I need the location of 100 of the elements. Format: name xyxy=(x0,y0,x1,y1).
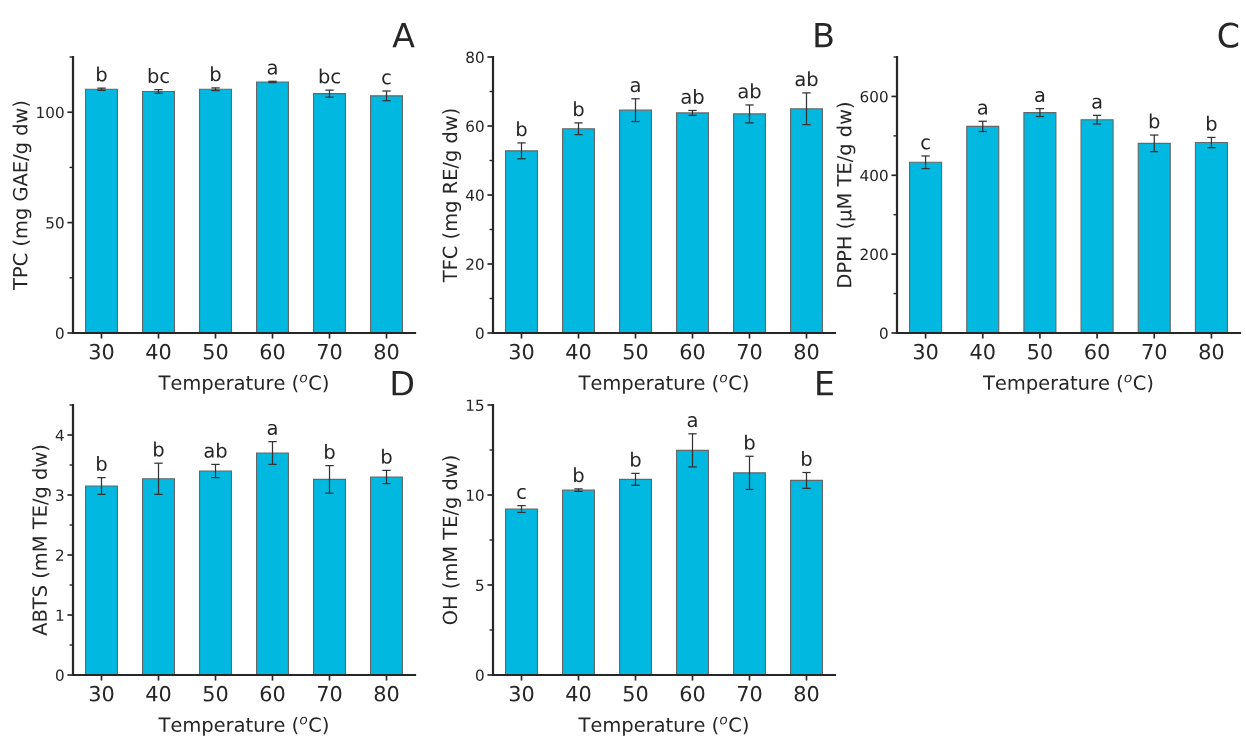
x-tick-label: 50 xyxy=(203,343,228,360)
annotation: b xyxy=(1149,113,1160,129)
annotation: b xyxy=(802,450,812,466)
x-tick-label: 70 xyxy=(737,685,762,702)
annotation: b xyxy=(631,451,641,467)
x-axis-title: Temperature ($^{o}$C) xyxy=(158,374,328,394)
bar xyxy=(789,479,824,675)
x-axis-title: Temperature ($^{o}$C) xyxy=(578,716,748,736)
annotation: c xyxy=(382,73,391,85)
annotation: b xyxy=(154,441,164,457)
x-tick-label: 70 xyxy=(317,685,342,702)
bar xyxy=(369,476,404,675)
x-tick-label: 70 xyxy=(737,343,762,360)
x-tick-label: 60 xyxy=(260,685,285,702)
x-tick-label: 30 xyxy=(509,685,534,702)
y-tick-label: 600 xyxy=(860,90,888,103)
bar xyxy=(1080,119,1114,333)
bar xyxy=(312,478,347,675)
x-tick-label: 40 xyxy=(566,343,591,360)
annotation: ab xyxy=(738,83,761,99)
y-tick-label: 100 xyxy=(37,106,64,119)
x-tick-label: 50 xyxy=(623,343,648,360)
y-axis-title: ABTS (mM TE/g dw) xyxy=(31,445,51,636)
x-tick-label: 70 xyxy=(1142,343,1167,360)
x-tick-label: 60 xyxy=(1085,343,1109,360)
x-tick-label: 80 xyxy=(374,343,399,360)
annotation: ab xyxy=(681,88,704,104)
annotation: b xyxy=(517,121,527,137)
y-tick-label: 0 xyxy=(55,327,64,340)
x-tick-label: 80 xyxy=(374,685,399,702)
chart-title: A xyxy=(392,23,415,48)
annotation: b xyxy=(211,66,221,82)
x-tick-label: 40 xyxy=(970,343,995,360)
x-tick-label: 60 xyxy=(680,685,705,702)
y-axis-title: TPC (mg GAE/g dw) xyxy=(12,101,32,291)
annotation: b xyxy=(97,66,107,82)
annotation: c xyxy=(517,487,526,500)
bar xyxy=(675,112,710,333)
bar xyxy=(732,113,767,333)
chart-title: D xyxy=(392,371,414,396)
annotation: ab xyxy=(204,442,227,458)
x-tick-label: 30 xyxy=(89,685,114,702)
y-tick-label: 10 xyxy=(466,489,484,502)
annotation: c xyxy=(921,138,930,150)
annotation: a xyxy=(267,423,277,436)
annotation: a xyxy=(687,416,697,428)
y-tick-label: 0 xyxy=(55,669,64,682)
bar xyxy=(789,108,824,333)
y-tick-label: 2 xyxy=(56,549,64,561)
y-tick-label: 400 xyxy=(860,169,888,182)
bar xyxy=(618,478,653,675)
bar xyxy=(1137,142,1171,333)
x-tick-label: 80 xyxy=(1199,343,1224,360)
bar xyxy=(504,150,539,333)
bar xyxy=(1194,142,1228,333)
x-tick-label: 40 xyxy=(146,343,171,360)
bar xyxy=(732,472,767,675)
x-tick-label: 60 xyxy=(260,343,285,360)
y-axis-title: OH (mM TE/g dw) xyxy=(442,456,462,625)
y-tick-label: 0 xyxy=(475,327,484,340)
annotation: a xyxy=(1035,90,1045,103)
x-tick-label: 80 xyxy=(794,343,819,360)
y-tick-label: 0 xyxy=(879,327,888,340)
annotation: a xyxy=(267,63,277,75)
annotation: b xyxy=(382,448,392,464)
x-tick-label: 30 xyxy=(509,343,534,360)
y-tick-label: 4 xyxy=(55,429,64,441)
y-tick-label: 15 xyxy=(466,399,484,412)
annotation: b xyxy=(1207,115,1217,131)
bar xyxy=(675,449,710,675)
chart-title: B xyxy=(815,23,833,48)
x-tick-label: 70 xyxy=(317,343,342,360)
x-tick-label: 60 xyxy=(680,343,705,360)
y-tick-label: 5 xyxy=(476,579,484,592)
x-tick-label: 50 xyxy=(203,685,228,702)
chart-title: C xyxy=(1218,22,1239,48)
bar xyxy=(909,161,943,333)
bar xyxy=(255,452,290,675)
bar xyxy=(504,508,539,675)
annotation: bc xyxy=(148,68,169,84)
bar xyxy=(1023,112,1057,333)
annotation: a xyxy=(630,81,640,93)
y-axis-title: TFC (mg RE/g dw) xyxy=(442,109,462,283)
bar xyxy=(618,109,653,333)
y-tick-label: 3 xyxy=(56,489,64,502)
x-tick-label: 40 xyxy=(566,685,591,702)
y-tick-label: 50 xyxy=(46,217,64,229)
y-tick-label: 40 xyxy=(465,189,484,202)
bar xyxy=(198,470,233,675)
annotation: b xyxy=(745,434,755,450)
annotation: b xyxy=(574,101,584,117)
annotation: b xyxy=(574,467,584,483)
x-tick-label: 40 xyxy=(146,685,171,702)
annotation: b xyxy=(97,456,107,472)
y-tick-label: 60 xyxy=(466,120,484,133)
bar xyxy=(561,128,596,333)
x-tick-label: 80 xyxy=(794,685,819,702)
chart-title: E xyxy=(817,371,833,396)
annotation: bc xyxy=(319,68,340,84)
annotation: a xyxy=(1092,97,1102,109)
